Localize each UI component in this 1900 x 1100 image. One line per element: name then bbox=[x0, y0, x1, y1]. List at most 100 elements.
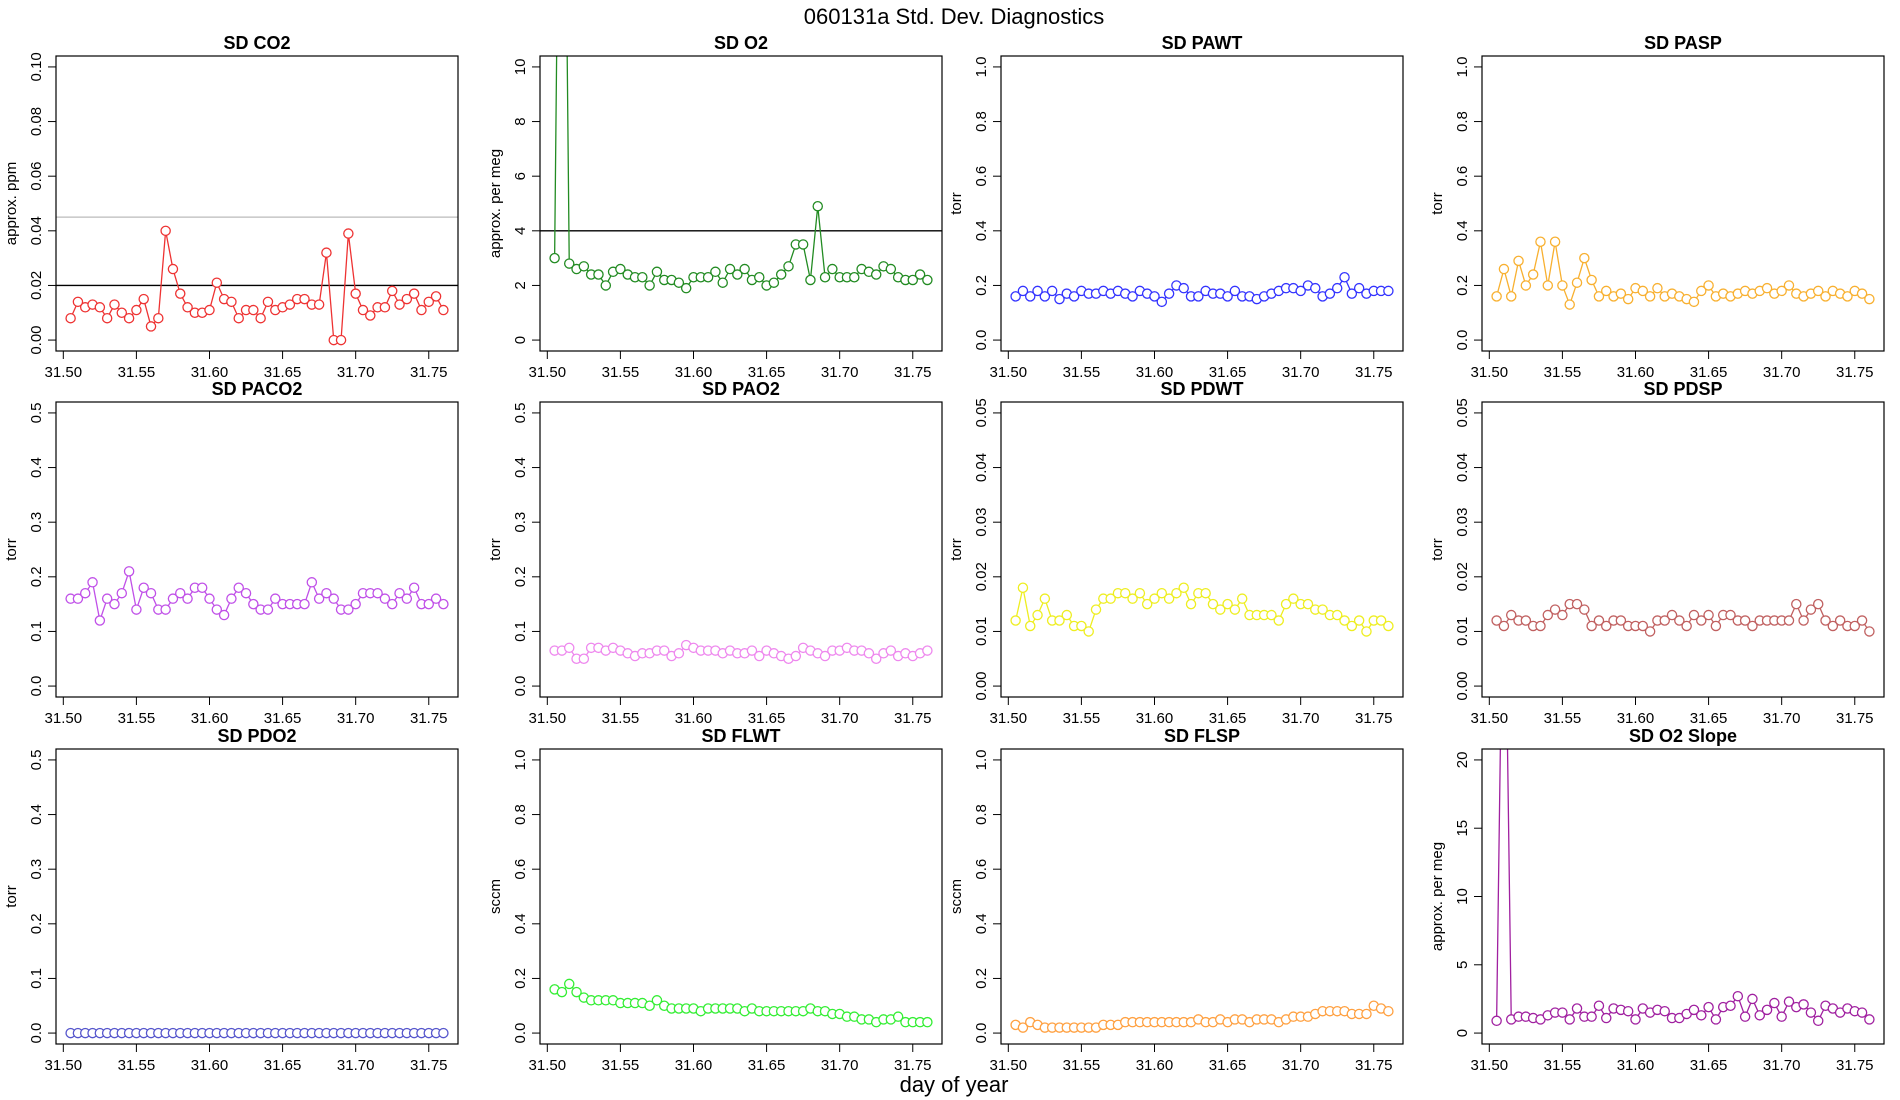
data-point bbox=[328, 593, 339, 604]
data-point bbox=[1710, 1014, 1722, 1025]
y-tick-label: 0.1 bbox=[28, 621, 45, 642]
data-point bbox=[1783, 615, 1795, 626]
x-tick-label: 31.65 bbox=[264, 710, 302, 727]
data-point bbox=[153, 312, 164, 324]
data-point bbox=[1798, 615, 1809, 626]
data-point bbox=[1134, 587, 1146, 599]
y-tick-label: 0.06 bbox=[28, 162, 45, 191]
data-point bbox=[849, 271, 860, 283]
y-tick-label: 4 bbox=[512, 227, 529, 235]
data-point bbox=[1383, 620, 1394, 632]
data-point bbox=[1010, 615, 1021, 626]
data-point bbox=[790, 650, 802, 662]
data-point bbox=[182, 593, 193, 604]
data-point bbox=[1856, 288, 1868, 299]
x-tick-label: 31.65 bbox=[748, 710, 786, 727]
data-point bbox=[233, 582, 244, 593]
panel-title: SD O2 bbox=[714, 33, 768, 53]
y-tick-label: 0.8 bbox=[1454, 111, 1471, 132]
data-point bbox=[401, 593, 413, 604]
x-tick-label: 31.65 bbox=[264, 1057, 302, 1074]
plot-area bbox=[65, 566, 449, 626]
data-point bbox=[1149, 593, 1160, 604]
data-point bbox=[423, 296, 435, 308]
data-point bbox=[556, 986, 568, 998]
x-tick-label: 31.65 bbox=[264, 364, 302, 381]
plot-frame bbox=[55, 55, 459, 352]
y-tick-label: 0.2 bbox=[512, 968, 529, 989]
plot-area bbox=[1010, 582, 1394, 637]
panel-title: SD PASP bbox=[1644, 33, 1722, 53]
plot-frame bbox=[1000, 401, 1404, 698]
x-tick-label: 31.50 bbox=[45, 710, 83, 727]
y-tick-label: 0.4 bbox=[973, 913, 990, 934]
y-tick-label: 1.0 bbox=[1454, 56, 1471, 77]
data-point bbox=[1520, 615, 1532, 626]
plot-area bbox=[65, 225, 449, 346]
data-point bbox=[1317, 604, 1328, 615]
x-tick-label: 31.60 bbox=[191, 710, 229, 727]
data-point bbox=[615, 263, 626, 275]
data-point bbox=[593, 269, 604, 280]
data-point bbox=[1601, 1012, 1612, 1024]
data-point bbox=[313, 299, 325, 310]
y-tick-label: 0.6 bbox=[973, 166, 990, 187]
x-axis-label: day of year bbox=[900, 1072, 1009, 1097]
panel: SD PDWT torr 31.50 31.55 31.60 31.65 31.70 31.7… bbox=[948, 379, 1404, 727]
data-point bbox=[1622, 293, 1634, 305]
data-point bbox=[1659, 1005, 1670, 1017]
data-point bbox=[248, 598, 259, 610]
x-tick-label: 31.60 bbox=[191, 1057, 229, 1074]
y-tick-label: 0.02 bbox=[973, 562, 990, 591]
data-point bbox=[1739, 1011, 1751, 1022]
data-point bbox=[175, 587, 186, 599]
data-point bbox=[1827, 620, 1839, 632]
data-point bbox=[1295, 285, 1306, 297]
data-point bbox=[1754, 1010, 1765, 1021]
data-point bbox=[1542, 609, 1554, 621]
x-tick-label: 31.65 bbox=[1209, 710, 1247, 727]
x-tick-label: 31.55 bbox=[118, 364, 156, 381]
data-point bbox=[1331, 282, 1343, 294]
y-tick-label: 0.04 bbox=[973, 453, 990, 482]
data-point bbox=[1593, 291, 1605, 302]
plot-frame bbox=[1000, 748, 1404, 1045]
data-point bbox=[1571, 1003, 1583, 1014]
data-point bbox=[211, 604, 223, 615]
data-point bbox=[299, 598, 310, 610]
plot-area bbox=[1491, 749, 1875, 1027]
data-point bbox=[1798, 999, 1809, 1010]
data-point bbox=[1024, 620, 1036, 632]
plot-area bbox=[549, 978, 933, 1028]
data-point bbox=[430, 291, 442, 302]
y-tick-label: 0.02 bbox=[1454, 562, 1471, 591]
data-point bbox=[372, 587, 383, 599]
data-point bbox=[1630, 1014, 1641, 1025]
data-point bbox=[1542, 280, 1554, 291]
data-point bbox=[1747, 620, 1758, 632]
data-point bbox=[549, 252, 560, 264]
data-point bbox=[365, 310, 376, 321]
x-tick-label: 31.50 bbox=[529, 364, 567, 381]
y-tick-label: 0.8 bbox=[973, 804, 990, 825]
data-point bbox=[182, 302, 193, 313]
data-point bbox=[233, 312, 244, 324]
y-tick-label: 0.0 bbox=[1454, 330, 1471, 351]
data-point bbox=[1652, 282, 1663, 294]
data-point bbox=[211, 277, 223, 288]
x-tick-label: 31.50 bbox=[990, 1057, 1028, 1074]
data-point bbox=[1361, 1008, 1372, 1020]
y-tick-label: 1.0 bbox=[973, 56, 990, 77]
data-point bbox=[1375, 615, 1387, 626]
x-tick-label: 31.60 bbox=[1136, 1057, 1174, 1074]
y-tick-label: 1.0 bbox=[512, 749, 529, 770]
x-tick-label: 31.75 bbox=[894, 1057, 932, 1074]
x-tick-label: 31.60 bbox=[191, 364, 229, 381]
data-point bbox=[1024, 291, 1036, 302]
data-point bbox=[754, 650, 765, 662]
data-point bbox=[827, 263, 838, 275]
data-point bbox=[313, 593, 325, 604]
y-axis-label: sccm bbox=[948, 879, 965, 914]
data-point bbox=[1849, 620, 1861, 632]
data-point bbox=[1229, 604, 1241, 615]
